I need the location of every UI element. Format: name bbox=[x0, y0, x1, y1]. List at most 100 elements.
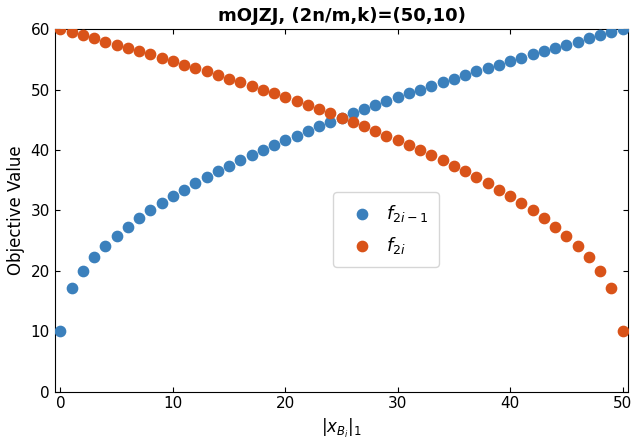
$f_{2i-1}$ bbox=[483, 64, 493, 72]
$f_{2i-1}$ bbox=[134, 215, 144, 222]
$f_{2i-1}$ bbox=[618, 25, 628, 33]
$f_{2i}$ bbox=[202, 68, 212, 75]
$f_{2i}$ bbox=[111, 41, 122, 48]
$f_{2i}$ bbox=[381, 132, 392, 139]
$f_{2i-1}$ bbox=[415, 86, 426, 93]
$f_{2i-1}$ bbox=[573, 38, 583, 45]
$f_{2i-1}$ bbox=[280, 137, 291, 144]
$f_{2i}$ bbox=[561, 232, 572, 239]
$f_{2i}$ bbox=[55, 25, 65, 33]
$f_{2i-1}$ bbox=[269, 142, 279, 149]
$f_{2i}$ bbox=[573, 242, 583, 249]
$f_{2i-1}$ bbox=[471, 68, 481, 75]
$f_{2i}$ bbox=[415, 147, 426, 154]
$f_{2i-1}$ bbox=[123, 223, 133, 230]
$f_{2i-1}$ bbox=[348, 110, 358, 117]
$f_{2i-1}$ bbox=[527, 51, 538, 58]
$f_{2i-1}$ bbox=[212, 168, 223, 175]
$f_{2i}$ bbox=[190, 64, 200, 72]
$f_{2i}$ bbox=[606, 285, 616, 292]
$f_{2i}$ bbox=[100, 38, 111, 45]
$f_{2i}$ bbox=[325, 110, 335, 117]
$f_{2i}$ bbox=[460, 168, 470, 175]
$f_{2i-1}$ bbox=[426, 82, 436, 89]
$f_{2i-1}$ bbox=[235, 157, 245, 164]
$f_{2i-1}$ bbox=[404, 90, 414, 97]
$f_{2i}$ bbox=[584, 253, 594, 261]
$f_{2i-1}$ bbox=[100, 242, 111, 249]
$f_{2i-1}$ bbox=[550, 44, 560, 51]
$f_{2i-1}$ bbox=[55, 328, 65, 335]
$f_{2i-1}$ bbox=[179, 186, 189, 193]
X-axis label: $|x_{B_i}|_1$: $|x_{B_i}|_1$ bbox=[321, 417, 362, 440]
$f_{2i}$ bbox=[156, 54, 166, 61]
$f_{2i}$ bbox=[471, 173, 481, 181]
$f_{2i}$ bbox=[314, 106, 324, 113]
Y-axis label: Objective Value: Objective Value bbox=[7, 146, 25, 275]
$f_{2i-1}$ bbox=[314, 123, 324, 130]
$f_{2i-1}$ bbox=[202, 173, 212, 181]
$f_{2i-1}$ bbox=[246, 152, 257, 159]
$f_{2i}$ bbox=[348, 118, 358, 126]
$f_{2i-1}$ bbox=[89, 253, 99, 261]
$f_{2i-1}$ bbox=[561, 41, 572, 48]
$f_{2i-1}$ bbox=[595, 32, 605, 39]
$f_{2i}$ bbox=[370, 127, 380, 135]
$f_{2i}$ bbox=[134, 48, 144, 55]
$f_{2i-1}$ bbox=[392, 94, 403, 101]
$f_{2i}$ bbox=[494, 186, 504, 193]
$f_{2i}$ bbox=[527, 207, 538, 214]
$f_{2i-1}$ bbox=[381, 98, 392, 105]
$f_{2i}$ bbox=[67, 29, 77, 36]
$f_{2i}$ bbox=[89, 35, 99, 42]
$f_{2i-1}$ bbox=[303, 127, 313, 135]
$f_{2i}$ bbox=[595, 267, 605, 274]
$f_{2i}$ bbox=[505, 193, 515, 200]
$f_{2i}$ bbox=[224, 75, 234, 82]
$f_{2i-1}$ bbox=[494, 61, 504, 68]
$f_{2i}$ bbox=[145, 51, 156, 58]
Title: mOJZJ, (2n/m,k)=(50,10): mOJZJ, (2n/m,k)=(50,10) bbox=[218, 7, 465, 25]
$f_{2i-1}$ bbox=[337, 114, 347, 121]
$f_{2i-1}$ bbox=[291, 132, 301, 139]
$f_{2i}$ bbox=[179, 61, 189, 68]
$f_{2i-1}$ bbox=[516, 54, 527, 61]
Legend: $f_{2i-1}$, $f_{2i}$: $f_{2i-1}$, $f_{2i}$ bbox=[333, 192, 439, 266]
$f_{2i-1}$ bbox=[606, 29, 616, 36]
$f_{2i}$ bbox=[258, 86, 268, 93]
$f_{2i-1}$ bbox=[224, 162, 234, 169]
$f_{2i}$ bbox=[426, 152, 436, 159]
$f_{2i}$ bbox=[123, 44, 133, 51]
$f_{2i}$ bbox=[269, 90, 279, 97]
$f_{2i}$ bbox=[449, 162, 459, 169]
$f_{2i-1}$ bbox=[168, 193, 178, 200]
$f_{2i}$ bbox=[337, 114, 347, 121]
$f_{2i}$ bbox=[280, 94, 291, 101]
$f_{2i}$ bbox=[212, 72, 223, 79]
$f_{2i-1}$ bbox=[190, 180, 200, 187]
$f_{2i}$ bbox=[539, 215, 549, 222]
$f_{2i}$ bbox=[246, 82, 257, 89]
$f_{2i-1}$ bbox=[449, 75, 459, 82]
$f_{2i}$ bbox=[618, 328, 628, 335]
$f_{2i-1}$ bbox=[359, 106, 369, 113]
$f_{2i-1}$ bbox=[438, 79, 448, 86]
$f_{2i-1}$ bbox=[539, 48, 549, 55]
$f_{2i-1}$ bbox=[156, 199, 166, 207]
$f_{2i}$ bbox=[235, 79, 245, 86]
$f_{2i}$ bbox=[303, 101, 313, 109]
$f_{2i}$ bbox=[550, 223, 560, 230]
$f_{2i}$ bbox=[359, 123, 369, 130]
$f_{2i-1}$ bbox=[111, 232, 122, 239]
$f_{2i-1}$ bbox=[145, 207, 156, 214]
$f_{2i}$ bbox=[483, 180, 493, 187]
$f_{2i-1}$ bbox=[325, 118, 335, 126]
$f_{2i-1}$ bbox=[370, 101, 380, 109]
$f_{2i-1}$ bbox=[460, 72, 470, 79]
$f_{2i}$ bbox=[516, 199, 527, 207]
$f_{2i}$ bbox=[168, 58, 178, 65]
$f_{2i}$ bbox=[404, 142, 414, 149]
$f_{2i-1}$ bbox=[584, 35, 594, 42]
$f_{2i}$ bbox=[392, 137, 403, 144]
$f_{2i-1}$ bbox=[505, 58, 515, 65]
